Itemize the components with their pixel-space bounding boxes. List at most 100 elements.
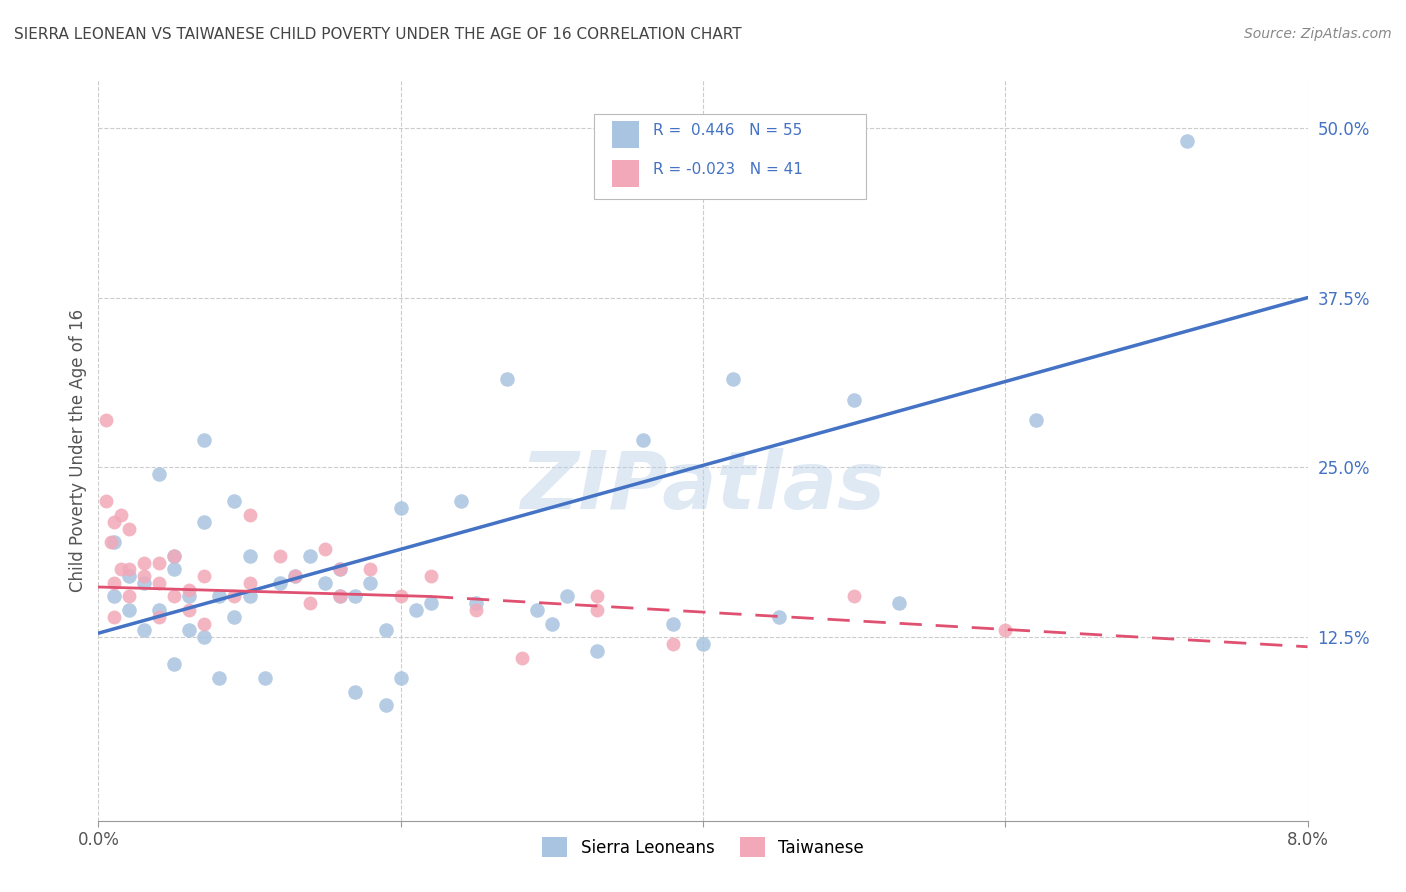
Text: Source: ZipAtlas.com: Source: ZipAtlas.com [1244,27,1392,41]
Point [239,590,262,604]
Point [193,569,215,583]
Point [661,616,683,631]
Point [284,569,307,583]
Point [208,590,231,604]
Point [813,182,835,196]
Point [163,657,186,672]
Point [193,434,215,448]
Point [540,616,562,631]
Point [239,575,262,590]
Point [465,603,488,617]
Text: ZIPatlas: ZIPatlas [520,449,886,526]
Point [179,590,201,604]
Point [844,590,866,604]
Point [239,508,262,522]
Point [1175,135,1198,149]
Point [103,610,125,624]
Point [118,590,141,604]
Point [193,616,215,631]
Point [450,494,472,508]
Point [631,434,654,448]
Point [374,624,396,638]
Point [103,590,125,604]
Point [389,501,412,516]
Point [555,590,578,604]
Point [329,590,352,604]
Point [148,575,170,590]
Point [389,671,412,685]
Point [661,637,683,651]
FancyBboxPatch shape [613,161,638,186]
FancyBboxPatch shape [595,113,866,199]
Point [269,549,291,563]
Point [405,603,427,617]
Point [179,582,201,597]
Point [586,603,609,617]
Point [329,562,352,576]
Point [163,549,186,563]
Point [374,698,396,713]
Point [344,684,367,698]
Point [103,535,125,549]
Text: R = -0.023   N = 41: R = -0.023 N = 41 [654,161,803,177]
Point [179,603,201,617]
Point [148,610,170,624]
Point [420,596,443,610]
Point [495,372,517,386]
Point [118,522,141,536]
Point [284,569,307,583]
Point [389,590,412,604]
Point [100,535,122,549]
Text: R =  0.446   N = 55: R = 0.446 N = 55 [654,123,803,137]
Point [994,624,1017,638]
Point [132,575,155,590]
Point [344,590,367,604]
Point [163,562,186,576]
Point [329,562,352,576]
Point [118,562,141,576]
Point [179,624,201,638]
Point [193,630,215,644]
Point [889,596,911,610]
Point [586,590,609,604]
Point [239,549,262,563]
Point [465,596,488,610]
Point [148,556,170,570]
Point [94,413,117,427]
Point [132,569,155,583]
Point [299,596,322,610]
Point [110,562,132,576]
Point [586,644,609,658]
Point [132,624,155,638]
Point [253,671,276,685]
Point [163,549,186,563]
Point [526,603,548,617]
Point [314,541,336,556]
Point [118,569,141,583]
Point [224,494,246,508]
Point [94,494,117,508]
Point [224,590,246,604]
Point [132,556,155,570]
Point [269,575,291,590]
Y-axis label: Child Poverty Under the Age of 16: Child Poverty Under the Age of 16 [69,309,87,592]
Point [844,392,866,407]
Point [103,515,125,529]
Point [208,671,231,685]
Point [148,467,170,482]
Point [692,637,714,651]
Point [103,575,125,590]
Point [329,590,352,604]
Legend: Sierra Leoneans, Taiwanese: Sierra Leoneans, Taiwanese [536,830,870,864]
Point [163,590,186,604]
Point [723,372,745,386]
Point [299,549,322,563]
Point [193,515,215,529]
Point [148,603,170,617]
Point [360,562,382,576]
Point [510,650,533,665]
Point [224,610,246,624]
Point [768,610,790,624]
Point [420,569,443,583]
Point [118,603,141,617]
